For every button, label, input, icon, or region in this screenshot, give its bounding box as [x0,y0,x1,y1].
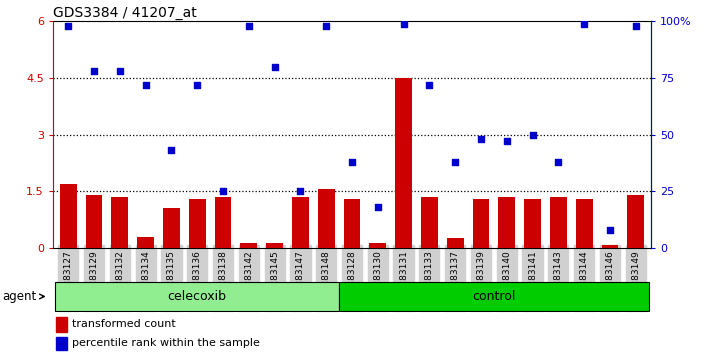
Text: agent: agent [3,290,44,303]
Point [604,227,615,233]
Bar [472,199,489,248]
Bar [601,245,618,248]
Bar [56,282,339,311]
Bar [292,197,309,248]
Text: celecoxib: celecoxib [168,290,227,303]
Bar [56,316,67,332]
Bar [56,337,67,350]
Point [424,82,435,87]
Bar [241,243,257,248]
Text: GDS3384 / 41207_at: GDS3384 / 41207_at [53,6,196,20]
Point [140,82,151,87]
Point [579,21,590,26]
Point [450,159,461,165]
Point [372,204,384,210]
Bar [447,238,463,248]
Point [346,159,358,165]
Point [89,68,100,74]
Bar [339,282,648,311]
Bar [318,189,334,248]
Point [501,138,513,144]
Bar [137,237,154,248]
Point [114,68,125,74]
Bar [421,197,438,248]
Point [63,23,74,29]
Bar [266,243,283,248]
Bar [395,78,412,248]
Bar [215,197,232,248]
Bar [498,197,515,248]
Point [166,148,177,153]
Point [295,188,306,194]
Bar [111,197,128,248]
Point [398,21,409,26]
Point [243,23,254,29]
Bar [189,199,206,248]
Text: control: control [472,290,515,303]
Bar [344,199,360,248]
Point [191,82,203,87]
Point [630,23,641,29]
Point [320,23,332,29]
Bar [370,243,386,248]
Bar [60,184,77,248]
Bar [550,197,567,248]
Bar [86,195,103,248]
Text: percentile rank within the sample: percentile rank within the sample [72,338,260,348]
Text: transformed count: transformed count [72,319,176,329]
Point [475,136,486,142]
Point [527,132,538,137]
Bar [163,208,180,248]
Bar [576,199,593,248]
Point [553,159,564,165]
Bar [524,199,541,248]
Bar [627,195,644,248]
Point [218,188,229,194]
Point [269,64,280,69]
